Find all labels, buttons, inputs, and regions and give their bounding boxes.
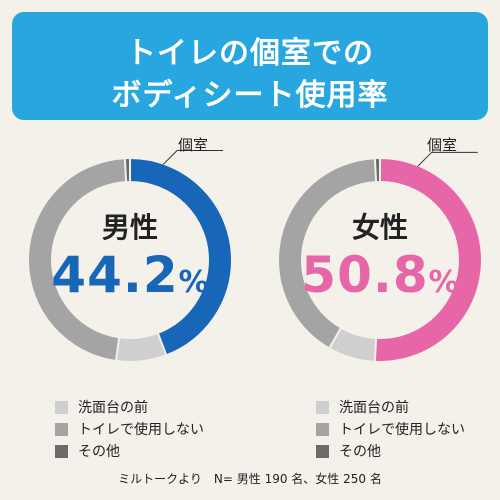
callout-leader-line <box>417 151 478 167</box>
legend-swatch <box>55 400 68 414</box>
title-banner: トイレの個室での ボディシート使用率 <box>12 12 488 120</box>
legend-swatch <box>55 422 68 436</box>
female-percentage: 50.8% <box>270 246 490 304</box>
donut-slice <box>29 159 231 361</box>
slice-separator <box>373 337 378 362</box>
male-legend: 洗面台の前 トイレで使用しない その他 <box>55 396 204 462</box>
donut-slice <box>279 159 481 361</box>
male-label: 男性 <box>101 211 158 244</box>
legend-swatch <box>316 400 329 414</box>
legend-item: トイレで使用しない <box>55 418 204 440</box>
slice-separator <box>114 337 121 362</box>
female-donut-chart: 女性 50.8% <box>270 138 500 383</box>
legend-label: 洗面台の前 <box>78 400 148 416</box>
legend-swatch <box>55 444 68 458</box>
female-label: 女性 <box>351 211 408 244</box>
title-line-1: トイレの個室での <box>126 36 374 71</box>
legend-label: トイレで使用しない <box>339 422 465 438</box>
male-donut-chart: 男性 44.2% <box>20 138 260 383</box>
male-percentage-unit: % <box>178 265 209 300</box>
legend-label: トイレで使用しない <box>78 422 204 438</box>
male-percentage-value: 44.2 <box>51 246 179 304</box>
callout-leader-line <box>162 150 224 165</box>
female-percentage-unit: % <box>428 265 459 300</box>
legend-label: 洗面台の前 <box>339 400 409 416</box>
legend-item: トイレで使用しない <box>316 418 465 440</box>
female-percentage-value: 50.8 <box>301 246 429 304</box>
legend-item: 洗面台の前 <box>316 396 465 418</box>
source-note: ミルトークより N= 男性 190 名、女性 250 名 <box>118 472 382 486</box>
slice-separator <box>373 158 378 183</box>
male-percentage: 44.2% <box>20 246 240 304</box>
female-callout-label: 個室 <box>427 136 458 154</box>
male-donut-svg <box>29 150 231 362</box>
slice-separator <box>156 332 168 356</box>
legend-label: その他 <box>78 444 120 460</box>
legend-item: その他 <box>55 440 204 462</box>
female-legend: 洗面台の前 トイレで使用しない その他 <box>316 396 465 462</box>
slice-separator <box>123 158 128 183</box>
legend-item: 洗面台の前 <box>55 396 204 418</box>
legend-item: その他 <box>316 440 465 462</box>
slice-separator <box>328 327 343 349</box>
legend-swatch <box>316 444 329 458</box>
legend-swatch <box>316 422 329 436</box>
title-line-2: ボディシート使用率 <box>111 78 389 113</box>
female-donut-svg <box>279 151 481 362</box>
male-callout-label: 個室 <box>178 136 209 154</box>
donut-slice <box>29 159 231 361</box>
legend-label: その他 <box>339 444 381 460</box>
